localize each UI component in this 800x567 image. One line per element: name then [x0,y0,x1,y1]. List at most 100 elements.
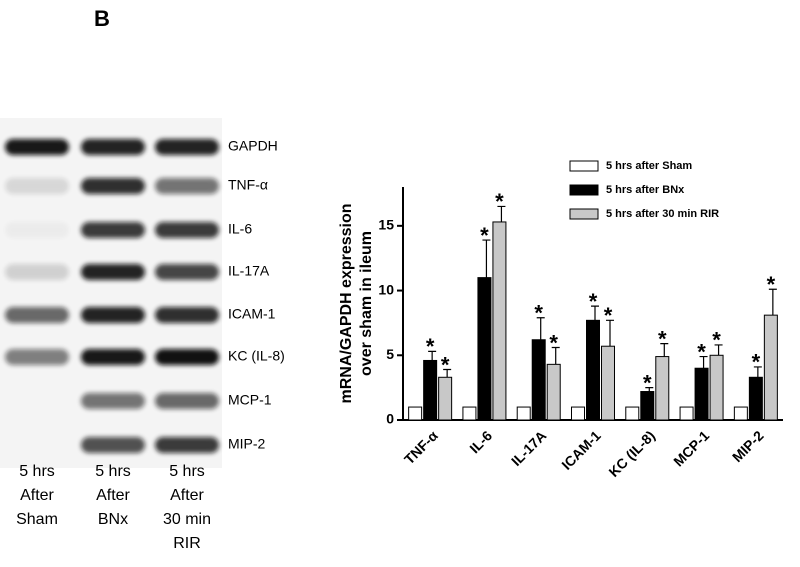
lane-label: Sham [16,511,58,528]
bar [679,406,694,421]
y-axis-label: over sham in ileum [358,231,375,376]
significance-label: * [752,350,761,375]
bar [694,367,709,421]
band-label: MCP-1 [228,392,272,408]
bar [531,339,546,421]
x-tick-label: KC (IL-8) [605,427,658,480]
error-bar [753,366,762,378]
error-bar [497,205,506,222]
bar [438,376,453,421]
lane-label: RIR [173,535,201,552]
bar [625,406,640,421]
gel-band [81,307,145,323]
significance-label: * [534,301,543,326]
error-bar [443,368,452,378]
lane-label: After [96,487,130,504]
gel-band [81,222,145,238]
lane-label: 5 hrs [169,463,205,480]
panel-label: B [94,6,110,31]
gel-band [81,437,145,453]
bar [477,277,492,421]
lane-label: BNx [98,511,128,528]
significance-label: * [426,334,435,359]
x-tick-label: ICAM-1 [558,427,604,473]
error-bar [699,355,708,369]
bar [655,356,670,421]
bar [546,363,561,421]
x-tick-label: MIP-2 [729,427,767,465]
x-tick-label: MCP-1 [670,427,712,469]
error-bar [428,350,437,361]
significance-label: * [604,303,613,328]
bar-chart: 0 5 10 15 mRNA/GAPDH expression over sham in … [338,160,783,480]
bar [601,345,615,421]
gel-band [81,349,145,365]
gel-band [155,264,219,280]
significance-label: * [712,328,721,353]
x-tick-label: TNF-α [401,427,441,467]
band-label: TNF-α [228,177,268,193]
gel-band [81,139,145,155]
band-label: GAPDH [228,138,278,154]
error-bar [660,343,669,357]
gel-band [81,393,145,409]
y-tick-label: 15 [378,217,394,233]
error-bar [606,319,614,347]
bar [586,319,600,421]
error-bar [551,346,560,365]
gel-band [155,349,219,365]
x-tick-label: IL-6 [466,427,495,456]
gel-band [155,393,219,409]
bar [462,406,477,421]
gel-band [81,178,145,194]
lane-label: 5 hrs [95,463,131,480]
lane-label: After [20,487,54,504]
x-tick-label: IL-17A [508,427,550,469]
lane-label: After [170,487,204,504]
bar [492,221,507,421]
legend-label: 5 hrs after 30 min RIR [606,208,719,220]
gel-band [5,222,69,238]
gel-band [5,178,69,194]
significance-label: * [767,272,776,297]
gel-band [155,437,219,453]
gel-band [81,264,145,280]
lane-label: 30 min [163,511,211,528]
bar [571,406,585,421]
significance-label: * [697,339,706,364]
gel-band [5,349,69,365]
legend-swatch [569,208,599,220]
gel-band [155,139,219,155]
significance-label: * [441,352,450,377]
bar [733,406,748,421]
gel-background [0,118,222,468]
band-label: MIP-2 [228,436,266,452]
bar [423,359,438,421]
y-tick-label: 5 [386,346,394,362]
significance-label: * [643,370,652,395]
legend-swatch [569,160,599,172]
bar [748,376,763,421]
gel-band [5,139,69,155]
error-bar [645,387,654,392]
bar [640,391,655,421]
significance-label: * [589,289,598,314]
legend-swatch [569,184,599,196]
gel-band [155,222,219,238]
gel-band [5,307,69,323]
gel-band [5,264,69,280]
band-label: IL-6 [228,221,252,237]
significance-label: * [480,223,489,248]
error-bar [591,305,599,321]
y-axis-label: mRNA/GAPDH expression [338,203,355,403]
error-bar [768,288,777,316]
gel-band [155,178,219,194]
significance-label: * [549,330,558,355]
bar [516,406,531,421]
y-tick-label: 0 [386,411,394,427]
legend-label: 5 hrs after Sham [606,160,692,172]
error-bar [714,344,723,356]
band-label: KC (IL-8) [228,348,285,364]
lane-label: 5 hrs [19,463,55,480]
